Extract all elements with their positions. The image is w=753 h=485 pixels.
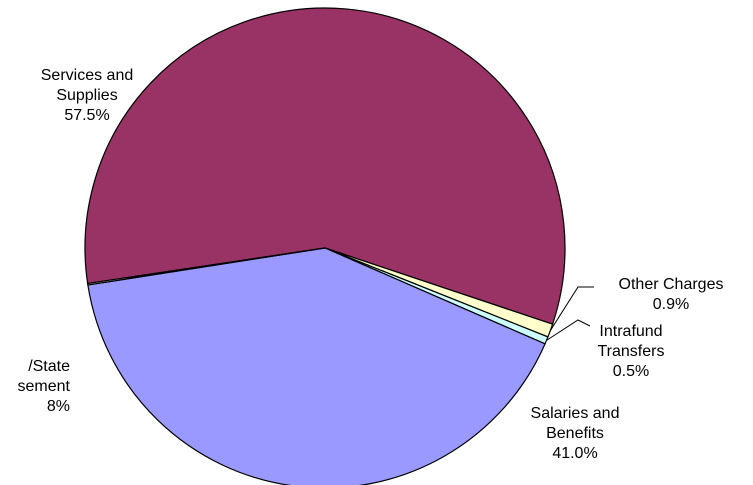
label-intrafund-transfers: Intrafund Transfers 0.5%	[597, 323, 665, 380]
label-federal-state-reimbursement-cut: /State sement 8%	[17, 358, 70, 415]
slice-reimbursement	[86, 247, 326, 286]
leader-line-other-charges	[549, 286, 594, 331]
label-other-charges: Other Charges 0.9%	[618, 276, 724, 313]
label-services-and-supplies: Services and Supplies 57.5%	[40, 67, 134, 124]
leader-line-intrafund-transfers	[546, 319, 591, 341]
label-salaries-and-benefits: Salaries and Benefits 41.0%	[530, 405, 620, 462]
slice-services-and-supplies	[84, 7, 566, 325]
slice-salaries-and-benefits	[87, 247, 546, 485]
